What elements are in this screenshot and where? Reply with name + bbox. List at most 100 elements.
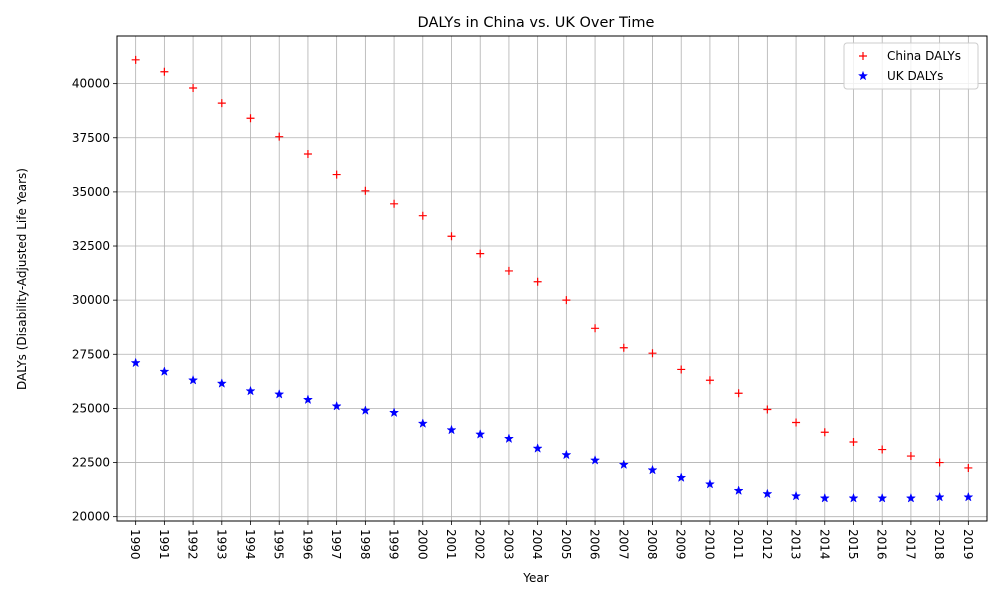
legend-label: China DALYs [887,49,961,63]
x-tick-label: 2010 [702,529,716,560]
uk-dalys-point [159,366,170,376]
china-dalys-point [562,296,571,305]
x-tick-label: 2007 [616,529,630,560]
uk-dalys-point [589,455,601,465]
uk-dalys-point [446,424,457,435]
uk-dalys-point [877,492,888,503]
uk-dalys-point [417,418,428,428]
x-tick-label: 1993 [214,529,228,560]
x-tick-label: 2019 [961,529,975,560]
china-dalys-point [619,343,628,352]
china-dalys-point [504,266,513,275]
y-tick-label: 22500 [72,456,110,470]
china-dalys-point [935,458,944,467]
x-tick-label: 2001 [444,529,458,560]
x-tick-label: 2003 [501,529,515,560]
x-tick-label: 2016 [875,529,889,560]
uk-dalys-point [561,449,572,460]
uk-dalys-point [532,443,543,453]
china-dalys-point [217,99,226,108]
uk-dalys-point [331,400,342,411]
china-dalys-point [131,55,140,64]
china-dalys-point [390,199,399,208]
uk-dalys-point [733,485,744,496]
uk-dalys-point [245,385,256,396]
y-tick-label: 30000 [72,293,110,307]
x-tick-label: 2004 [530,529,544,560]
x-tick-label: 2012 [760,529,774,560]
china-dalys-point [878,445,887,454]
ticks: 1990 1991 1992 1993 1994 1995 1996 1997 1998 1999… [72,77,975,560]
series [130,55,974,503]
plot-frame [116,35,988,522]
china-dalys-point [763,405,772,414]
y-tick-label: 37500 [72,131,110,145]
y-tick-label: 35000 [72,185,110,199]
y-tick-label: 40000 [72,77,110,91]
china-dalys-point [275,132,284,141]
uk-dalys-point [302,394,314,405]
uk-dalys-point [618,459,629,470]
uk-dalys-point [388,407,400,418]
uk-dalys-point [905,492,917,503]
x-tick-label: 2017 [903,529,917,560]
x-tick-label: 2013 [789,529,803,560]
uk-dalys-point [963,491,974,502]
china-dalys-point [705,376,714,385]
china-dalys-point [303,150,312,159]
x-tick-label: 1998 [358,529,372,560]
uk-dalys-point [187,374,199,385]
uk-dalys-point [503,433,515,444]
uk-dalys-point [647,464,658,475]
grid [117,36,987,521]
china-dalys-point [677,365,686,374]
x-tick-label: 2018 [932,529,946,560]
uk-dalys-point [130,357,141,368]
x-tick-label: 1999 [387,529,401,560]
y-tick-label: 25000 [72,401,110,415]
legend-label: UK DALYs [887,69,943,83]
x-tick-label: 2014 [817,529,831,560]
uk-dalys-point [934,491,945,502]
uk-dalys-point [216,378,227,388]
x-tick-label: 2015 [846,529,860,560]
x-tick-label: 2006 [588,529,602,560]
china-dalys-point [160,67,169,76]
x-axis-label: Year [522,571,548,585]
uk-dalys-point [762,488,773,499]
legend-marker [859,52,867,60]
uk-dalys-point [360,405,371,415]
legend-box [843,42,979,90]
x-tick-label: 2002 [473,529,487,560]
y-tick-label: 20000 [72,510,110,524]
x-tick-label: 1997 [329,529,343,560]
china-dalys-point [820,428,829,437]
china-dalys-point [447,232,456,241]
uk-dalys-point [704,478,716,489]
x-tick-label: 2009 [674,529,688,560]
x-tick-label: 1990 [128,529,142,560]
x-tick-label: 1992 [186,529,200,560]
x-tick-label: 2000 [415,529,429,560]
uk-dalys-point [475,429,486,439]
x-tick-label: 2005 [559,529,573,560]
china-dalys-point [533,277,542,286]
china-dalys-point [648,349,657,358]
x-tick-label: 1991 [157,529,171,560]
uk-dalys-point [819,492,830,503]
china-dalys-point [591,324,600,333]
chart-title: DALYs in China vs. UK Over Time [418,15,655,31]
y-axis-label: DALYs (Disability-Adjusted Life Years) [15,168,29,390]
china-dalys-point [849,437,858,446]
y-tick-label: 32500 [72,239,110,253]
china-dalys-point [189,83,198,92]
uk-dalys-point [274,388,285,399]
x-tick-label: 1995 [272,529,286,560]
x-tick-label: 1996 [300,529,314,560]
china-dalys-point [734,389,743,398]
china-dalys-point [361,186,370,195]
uk-dalys-point [676,472,687,483]
x-tick-label: 1994 [243,529,257,560]
y-tick-label: 27500 [72,347,110,361]
